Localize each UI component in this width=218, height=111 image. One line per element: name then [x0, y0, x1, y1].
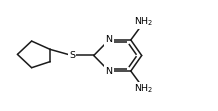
Text: NH$_2$: NH$_2$: [134, 16, 154, 28]
Text: S: S: [69, 51, 75, 60]
Text: N: N: [106, 35, 112, 45]
Text: N: N: [106, 66, 112, 76]
Text: NH$_2$: NH$_2$: [134, 83, 154, 95]
